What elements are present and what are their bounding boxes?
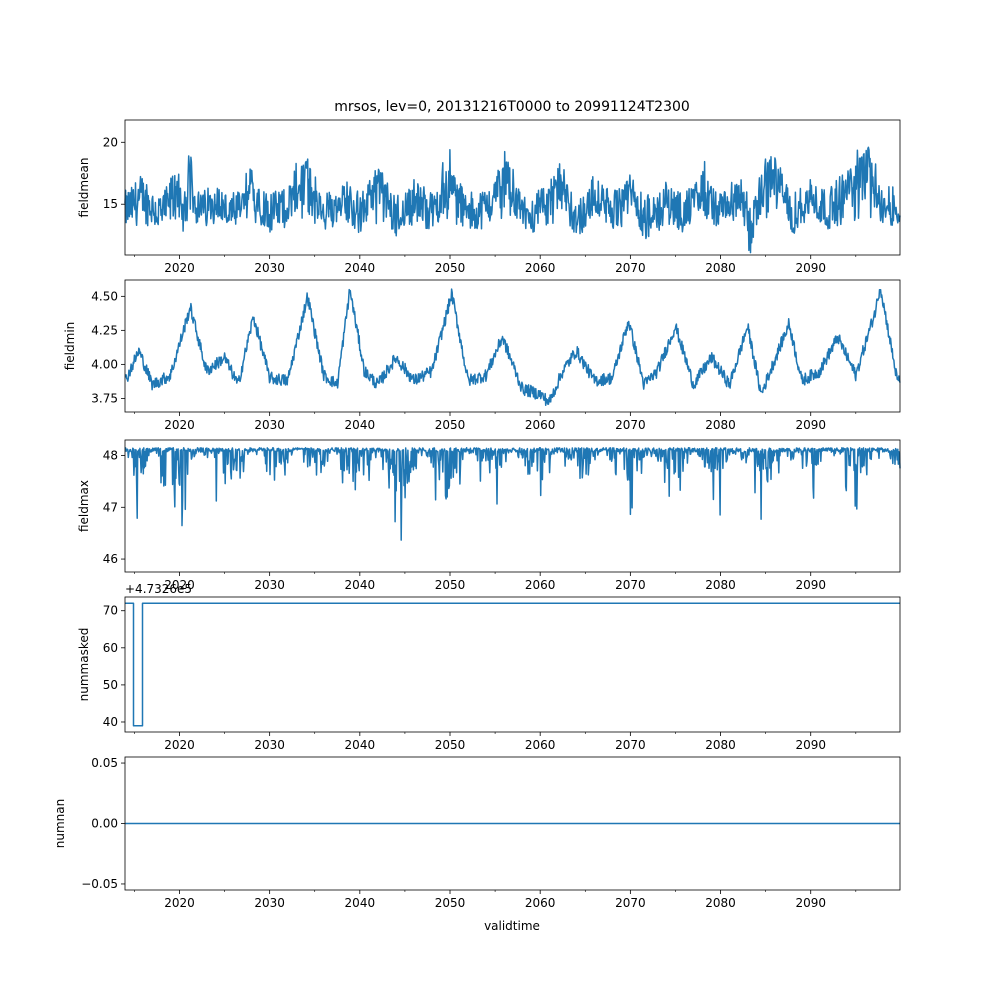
x-tick-label: 2060 bbox=[525, 896, 556, 910]
x-tick-label: 2020 bbox=[164, 578, 195, 592]
x-tick-label: 2040 bbox=[345, 738, 376, 752]
y-tick-label: 3.75 bbox=[91, 391, 118, 405]
x-tick-label: 2040 bbox=[345, 896, 376, 910]
fieldmax-plot-frame bbox=[124, 439, 901, 573]
fieldmin-series-line bbox=[124, 288, 901, 407]
nummasked-plot-frame bbox=[124, 596, 901, 733]
y-offset-text: +4.7326e5 bbox=[125, 582, 192, 596]
y-tick-label: 15 bbox=[103, 197, 118, 211]
x-tick-label: 2060 bbox=[525, 261, 556, 275]
y-tick-label: 40 bbox=[103, 715, 118, 729]
x-tick-label: 2070 bbox=[615, 261, 646, 275]
x-tick-label: 2070 bbox=[615, 418, 646, 432]
x-tick-label: 2040 bbox=[345, 578, 376, 592]
x-tick-label: 2090 bbox=[795, 896, 826, 910]
x-tick-label: 2040 bbox=[345, 261, 376, 275]
panel-fieldmin: 2020 2030 2040 2050 2060 2070 2080 2090 3.75 4.00… bbox=[63, 279, 901, 432]
x-tick-label: 2060 bbox=[525, 418, 556, 432]
x-tick-label: 2070 bbox=[615, 896, 646, 910]
x-tick-label: 2030 bbox=[254, 738, 285, 752]
x-tick-label: 2090 bbox=[795, 418, 826, 432]
x-tick-label: 2080 bbox=[705, 738, 736, 752]
nummasked-series-line bbox=[125, 602, 900, 727]
x-tick-label: 2030 bbox=[254, 896, 285, 910]
panel-fieldmax: 2020 2030 2040 2050 2060 2070 2080 2090 46 47 48 fi… bbox=[77, 439, 901, 592]
fieldmax-series-line bbox=[124, 447, 901, 541]
x-tick-label: 2050 bbox=[435, 738, 466, 752]
fieldmean-series-line bbox=[124, 146, 901, 254]
x-tick-label: 2050 bbox=[435, 896, 466, 910]
y-tick-label: 20 bbox=[103, 135, 118, 149]
y-tick-label: 0.05 bbox=[91, 756, 118, 770]
y-tick-label: 60 bbox=[103, 641, 118, 655]
y-tick-label: 4.50 bbox=[91, 289, 118, 303]
x-tick-label: 2040 bbox=[345, 418, 376, 432]
fieldmin-y-axis-label: fieldmin bbox=[63, 322, 77, 371]
y-tick-label: 4.25 bbox=[91, 323, 118, 337]
x-tick-label: 2080 bbox=[705, 578, 736, 592]
x-tick-label: 2030 bbox=[254, 578, 285, 592]
x-tick-label: 2020 bbox=[164, 418, 195, 432]
x-tick-label: 2090 bbox=[795, 738, 826, 752]
fieldmean-plot-frame bbox=[124, 119, 901, 256]
nummasked-y-axis-label: nummasked bbox=[77, 628, 91, 702]
x-tick-label: 2020 bbox=[164, 738, 195, 752]
x-tick-label: 2050 bbox=[435, 418, 466, 432]
fieldmean-y-axis-label: fieldmean bbox=[77, 158, 91, 218]
panel-numnan: 2020 2030 2040 2050 2060 2070 2080 2090 −0.05 0.0… bbox=[53, 756, 901, 910]
x-tick-label: 2020 bbox=[164, 896, 195, 910]
x-tick-label: 2030 bbox=[254, 418, 285, 432]
y-tick-label: 4.00 bbox=[91, 357, 118, 371]
x-tick-label: 2030 bbox=[254, 261, 285, 275]
numnan-y-axis-label: numnan bbox=[53, 799, 67, 848]
panel-fieldmean: 2020 2030 2040 2050 2060 2070 2080 2090 15 20 fiel… bbox=[77, 119, 901, 275]
y-tick-label: 50 bbox=[103, 678, 118, 692]
panel-nummasked: 2020 2030 2040 2050 2060 2070 2080 2090 40 50 60 70… bbox=[77, 582, 901, 752]
x-axis-label: validtime bbox=[484, 919, 540, 933]
x-tick-label: 2050 bbox=[435, 261, 466, 275]
y-tick-label: 48 bbox=[103, 449, 118, 463]
x-tick-label: 2070 bbox=[615, 578, 646, 592]
y-tick-label: 46 bbox=[103, 552, 118, 566]
x-tick-label: 2060 bbox=[525, 738, 556, 752]
fieldmax-y-axis-label: fieldmax bbox=[77, 480, 91, 532]
x-tick-label: 2060 bbox=[525, 578, 556, 592]
x-tick-label: 2080 bbox=[705, 896, 736, 910]
x-tick-label: 2020 bbox=[164, 261, 195, 275]
y-tick-label: 0.00 bbox=[91, 817, 118, 831]
y-tick-label: 47 bbox=[103, 500, 118, 514]
y-tick-label: −0.05 bbox=[81, 877, 118, 891]
fieldmin-plot-frame bbox=[124, 279, 901, 413]
x-tick-label: 2070 bbox=[615, 738, 646, 752]
chart-title: mrsos, lev=0, 20131216T0000 to 20991124T… bbox=[334, 99, 690, 115]
x-tick-label: 2080 bbox=[705, 261, 736, 275]
chart-panels: 2020 2030 2040 2050 2060 2070 2080 2090 15 20 fiel… bbox=[53, 119, 901, 910]
y-tick-label: 70 bbox=[103, 604, 118, 618]
x-tick-label: 2050 bbox=[435, 578, 466, 592]
x-tick-label: 2090 bbox=[795, 578, 826, 592]
x-tick-label: 2080 bbox=[705, 418, 736, 432]
x-tick-label: 2090 bbox=[795, 261, 826, 275]
